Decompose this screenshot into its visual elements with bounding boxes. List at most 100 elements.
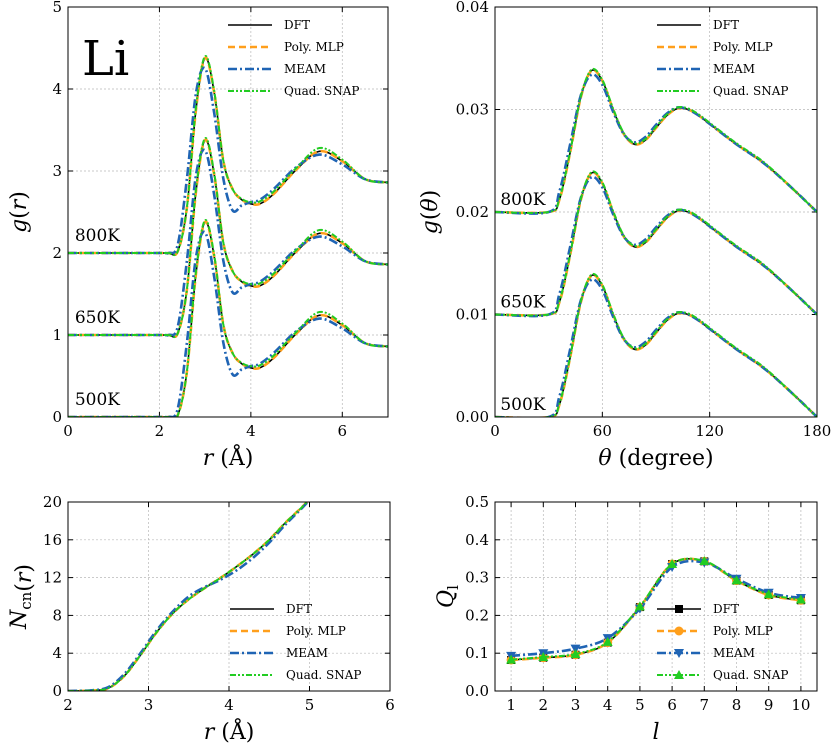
x-tick-label: 3 [144,696,154,714]
x-tick-label: 10 [791,696,810,714]
data-point-quad-snap [570,648,581,658]
annotation-label: 650K [75,308,120,328]
data-point-quad-snap [634,601,645,611]
data-point-quad-snap [795,594,806,604]
data-point-quad-snap [699,555,710,565]
series-line-meam [68,502,310,691]
legend-label: DFT [284,18,310,32]
series-line-poly-mlp [68,502,309,691]
annotation-label: 650K [500,292,545,312]
x-tick-label: 6 [667,696,677,714]
legend-label: MEAM [713,646,755,660]
plot-frame [67,501,391,692]
y-tick-label: 4 [52,80,62,98]
series-line-quad-snap [495,272,817,417]
y-tick-label: 0.04 [456,0,489,16]
y-axis-label: g(θ) [418,190,443,235]
y-tick-label: 0.1 [465,644,489,662]
legend-label: Poly. MLP [713,624,773,638]
x-axis-label-symbol: θ [598,446,611,471]
x-axis-label: θ (degree) [598,446,713,471]
series-line-quad-snap [68,137,388,339]
y-tick-label: 12 [43,569,62,587]
x-tick-label: 5 [305,696,315,714]
legend-label: Poly. MLP [713,40,773,54]
data-point-quad-snap [538,651,549,661]
legend-label: Poly. MLP [286,624,346,638]
series-line-meam [68,148,388,337]
y-tick-label: 8 [52,606,62,624]
legend-label: MEAM [713,62,755,76]
y-axis-label-open: ( [418,212,443,221]
legend-label: Quad. SNAP [713,668,789,682]
legend-label: Quad. SNAP [286,668,362,682]
y-axis-label-symbol: Q [434,590,459,608]
series-line-meam [495,73,817,215]
legend-label: Quad. SNAP [713,84,789,98]
legend-label: DFT [713,18,739,32]
plot-frame [494,6,818,418]
data-point-quad-snap [602,636,613,646]
series-line-quad-snap [68,219,388,417]
y-axis-label: g(r) [7,191,32,233]
y-axis-label-symbol: g [7,219,32,233]
x-axis-label-unit: (Å) [221,717,254,745]
annotation-label: 800K [75,226,120,246]
x-axis-label: r (Å) [203,443,254,471]
legend-label: Poly. MLP [284,40,344,54]
y-axis-label-close: ) [418,190,443,199]
y-axis-label-open: ( [7,210,32,219]
y-axis-label: Ncn(r) [7,564,37,630]
series-line-quad-snap [68,502,309,691]
series-line-quad-snap [68,55,388,257]
y-tick-label: 1 [52,326,62,344]
data-point-quad-snap [763,589,774,599]
plot-area [506,555,806,665]
legend-label: MEAM [286,646,328,660]
y-axis-label: Ql [434,585,462,608]
x-tick-label: 4 [224,696,234,714]
data-point-quad-snap [731,575,742,585]
y-axis-label-arg: r [7,198,32,210]
data-point-quad-snap [506,654,517,664]
y-tick-label: 5 [52,0,62,16]
y-axis-label-symbol: g [418,220,443,234]
x-tick-label: 180 [803,422,831,440]
x-axis-label: l [652,720,659,745]
y-tick-label: 0.00 [456,408,489,426]
plot-area [68,55,388,417]
legend-label: MEAM [284,62,326,76]
series-line-meam [495,278,817,417]
y-tick-label: 2 [52,244,62,262]
annotation-label: 800K [500,190,545,210]
legend-label: DFT [286,602,312,616]
legend: DFT Poly. MLP MEAM Quad. SNAP [657,602,789,682]
y-tick-label: 0.01 [456,306,489,324]
plot-area [68,502,310,691]
x-tick-label: 4 [246,422,256,440]
x-axis-label-symbol: r [204,720,216,745]
x-axis-label: r (Å) [204,717,255,745]
y-tick-label: 0.0 [465,682,489,700]
y-tick-label: 20 [43,493,62,511]
series-line-poly-mlp [511,557,802,662]
y-axis-label-close: ) [7,191,32,200]
element-label: Li [82,31,129,87]
y-axis-label-subscript: l [444,585,462,590]
x-tick-label: 7 [700,696,710,714]
annotation-label: 500K [75,390,120,410]
x-axis-label-unit: (Å) [220,443,253,471]
x-axis-label-space [612,446,619,471]
x-tick-label: 1 [506,696,516,714]
x-tick-label: 9 [764,696,774,714]
y-tick-label: 0.4 [465,531,489,549]
y-tick-label: 0.3 [465,569,489,587]
plot-frame [67,6,389,418]
legend: DFT Poly. MLP MEAM Quad. SNAP [230,602,362,682]
y-tick-label: 3 [52,162,62,180]
plot-frame [494,501,818,692]
x-tick-label: 120 [695,422,724,440]
x-axis-label-symbol: l [652,720,659,745]
